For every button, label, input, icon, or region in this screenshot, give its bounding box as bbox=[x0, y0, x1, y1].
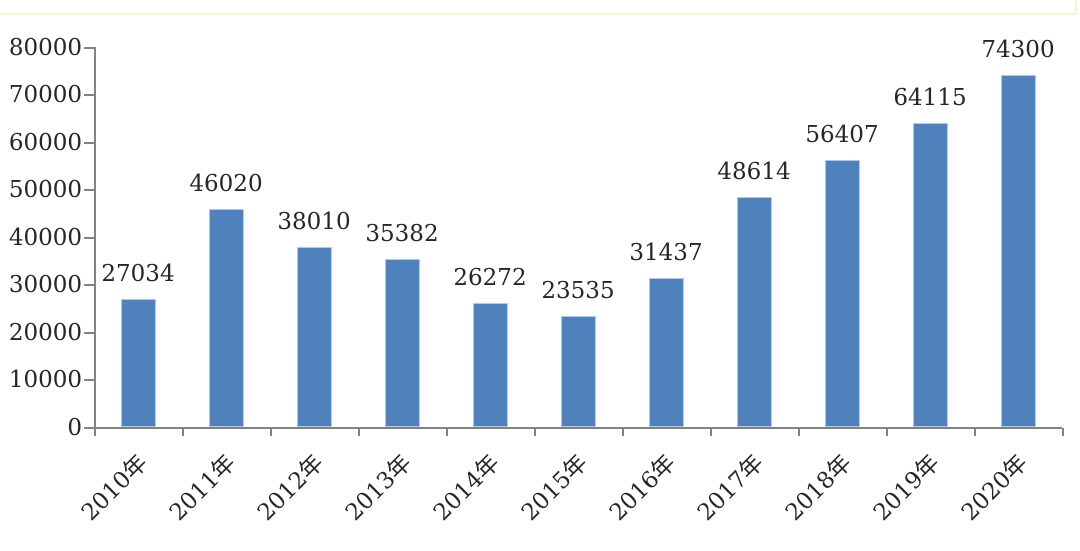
y-axis-tick-label: 20000 bbox=[8, 319, 82, 346]
y-axis-tick bbox=[84, 379, 94, 381]
x-axis-tick bbox=[94, 428, 96, 436]
bar-2011年 bbox=[208, 208, 244, 428]
y-axis-tick bbox=[84, 426, 94, 429]
y-axis-tick bbox=[84, 46, 94, 49]
x-axis-tick bbox=[446, 428, 448, 436]
bar-value-label: 46020 bbox=[189, 170, 263, 197]
bar-value-label: 48614 bbox=[717, 158, 791, 185]
bar-2020年 bbox=[1000, 74, 1036, 428]
y-axis-tick bbox=[84, 236, 94, 239]
bar-2010年 bbox=[120, 299, 156, 428]
bar-2014年 bbox=[472, 302, 508, 428]
y-axis-tick-label: 30000 bbox=[8, 272, 82, 298]
bar-2018年 bbox=[824, 159, 860, 428]
bar-2013年 bbox=[384, 259, 420, 428]
x-axis-tick-label: 2019年 bbox=[869, 450, 946, 527]
bar-value-label: 56407 bbox=[805, 121, 879, 148]
bar-value-label: 26272 bbox=[453, 264, 527, 291]
x-axis-tick bbox=[1062, 428, 1064, 436]
y-axis-tick bbox=[84, 189, 94, 191]
bar-value-label: 27034 bbox=[101, 261, 175, 288]
x-axis-tick bbox=[974, 428, 976, 436]
x-axis-tick bbox=[798, 428, 800, 436]
y-axis-tick-label: 50000 bbox=[8, 177, 82, 203]
bar-value-label: 23535 bbox=[541, 277, 615, 304]
y-axis-tick-label: 60000 bbox=[8, 129, 82, 156]
y-axis-tick bbox=[84, 284, 94, 286]
x-axis-tick-label: 2015年 bbox=[517, 450, 594, 527]
bar-2016年 bbox=[648, 278, 684, 428]
bar-value-label: 64115 bbox=[893, 84, 967, 111]
x-axis-tick bbox=[182, 428, 184, 436]
x-axis-tick bbox=[358, 428, 360, 436]
x-axis-tick-label: 2012年 bbox=[253, 450, 330, 527]
x-axis-tick-label: 2018年 bbox=[781, 450, 858, 527]
page-border-top-line bbox=[0, 13, 1077, 15]
y-axis-tick bbox=[84, 331, 94, 334]
x-axis-tick-label: 2013年 bbox=[341, 450, 418, 527]
page-border-corner-line bbox=[1075, 0, 1077, 15]
x-axis-tick bbox=[534, 428, 536, 436]
y-axis-tick-label: 40000 bbox=[8, 224, 82, 251]
x-axis-tick-label: 2014年 bbox=[429, 450, 506, 527]
x-axis-tick-label: 2016年 bbox=[605, 450, 682, 527]
x-axis-tick bbox=[710, 428, 712, 436]
x-axis-tick bbox=[622, 428, 624, 436]
x-axis-tick-label: 2011年 bbox=[165, 450, 242, 527]
y-axis-tick bbox=[84, 141, 94, 144]
bar-2019年 bbox=[912, 122, 948, 428]
bar-2017年 bbox=[736, 196, 772, 428]
y-axis-tick-label: 0 bbox=[67, 414, 82, 441]
bar-value-label: 74300 bbox=[981, 36, 1055, 63]
y-axis-tick-label: 80000 bbox=[8, 34, 82, 61]
y-axis-tick-label: 10000 bbox=[8, 367, 82, 393]
bar-value-label: 35382 bbox=[365, 221, 439, 248]
x-axis-line bbox=[94, 426, 1062, 429]
x-axis-tick bbox=[886, 428, 888, 436]
x-axis-tick-label: 2020年 bbox=[957, 450, 1034, 527]
bar-2015年 bbox=[560, 315, 596, 428]
y-axis-tick-label: 70000 bbox=[8, 82, 82, 108]
bar-value-label: 31437 bbox=[629, 240, 703, 267]
bar-value-label: 38010 bbox=[277, 208, 351, 235]
x-axis-tick-label: 2010年 bbox=[77, 450, 154, 527]
y-axis-tick bbox=[84, 94, 94, 96]
x-axis-tick bbox=[270, 428, 272, 436]
y-axis-line bbox=[94, 47, 96, 436]
bar-2012年 bbox=[296, 246, 332, 428]
x-axis-tick-label: 2017年 bbox=[693, 450, 770, 527]
